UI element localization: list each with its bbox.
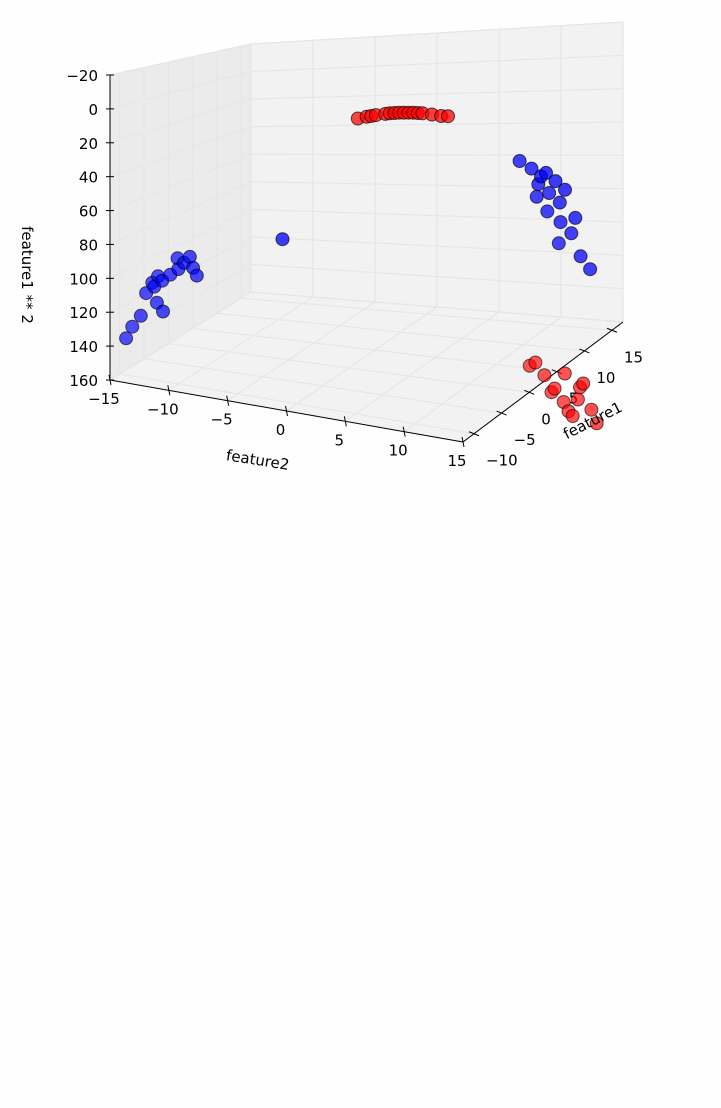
grid-line-z-back [250,54,624,73]
y-tick [461,436,465,448]
grid-line-z-back [250,21,624,45]
z-tick-label: 60 [79,203,98,221]
x-tick-label: 0 [541,410,551,428]
grid-line-y-floor [286,306,438,412]
data-point-blue [512,154,527,168]
grid-line-z-side [109,153,252,212]
x-tick [579,348,590,354]
data-point-red [547,381,562,396]
data-point-blue [119,331,134,346]
z-tick-label: 120 [69,304,98,322]
data-point-blue [529,189,544,204]
data-point-red [570,392,585,407]
data-point-red [576,376,591,391]
y-tick [226,395,230,406]
data-point-blue [275,232,290,247]
data-point-blue [189,268,204,283]
grid-line-z-back [250,291,624,323]
grid-line-z-back [250,153,624,156]
y-tick-label: 0 [276,421,286,439]
y-tick-label: −10 [147,400,179,418]
z-tick-label: 0 [88,101,98,119]
grid-line-z-side [109,98,252,144]
z-tick-label: 40 [79,169,98,187]
data-point-blue [558,182,572,197]
x-tick-label: 10 [596,369,615,387]
z-tick-label: 20 [79,135,98,153]
z-tick-label: 140 [69,338,98,356]
x-tick-label: −10 [486,452,518,470]
grid-line-y-floor [403,316,562,433]
data-point-blue [524,161,539,176]
grid-line-y-floor [227,301,376,402]
grid-line-z-back [250,88,624,100]
y-tick-label: −15 [88,390,120,408]
data-point-red [528,355,543,370]
scatter-points [119,105,604,431]
data-point-red [589,416,604,431]
x-tick [496,410,507,416]
data-point-red [565,409,580,423]
x-tick-label: 15 [624,348,643,366]
y-tick [167,385,171,396]
z-tick-label: 80 [79,236,98,254]
grid-line-z-side [109,43,252,76]
grid-line-z-back [250,263,624,290]
data-point-blue [553,215,568,230]
data-point-blue [542,186,557,200]
grid-line-z-side [109,181,252,245]
y-axis-label: feature2 [225,446,291,474]
grid-line-z-side [109,291,252,381]
grid-line-z-back [250,236,624,256]
data-point-blue [564,226,579,241]
z-axis-label: feature1 ** 2 [18,226,36,324]
data-point-blue [551,236,566,251]
y-tick-label: 5 [335,431,345,449]
data-point-blue [548,174,563,189]
data-point-red [557,366,572,381]
y-tick-label: 15 [447,452,466,470]
grid-lines [109,21,624,443]
x-tick-label: −5 [514,431,536,449]
z-tick-label: 160 [69,372,98,390]
axis-ticks: −10−5051015−15−10−5051015−20020406080100… [66,67,643,470]
data-point-blue [573,249,588,264]
grid-line-z-side [109,208,252,279]
x-tick [524,389,535,395]
grid-line-z-side [109,126,252,178]
y-tick-label: 10 [389,442,408,460]
data-point-red [584,402,599,417]
grid-line-y-floor [344,311,500,422]
data-point-blue [156,304,170,319]
x-tick [468,431,480,437]
data-point-blue [540,204,555,219]
data-point-blue [552,195,567,210]
z-tick-label: −20 [66,67,98,85]
grid-line-z-back [250,121,624,128]
data-point-blue [568,210,583,225]
data-point-blue [583,262,598,277]
y-tick-label: −5 [211,411,233,429]
y-tick [402,426,406,437]
data-point-blue [133,308,148,323]
grid-line-z-side [109,70,252,110]
data-point-red [441,109,455,124]
x-tick [606,327,618,333]
data-point-blue [539,165,553,180]
y-tick [343,416,347,427]
data-point-red [537,368,552,383]
y-tick [285,405,288,417]
grid-line-y-floor [168,296,314,391]
data-point-blue [125,319,140,334]
z-tick-label: 100 [69,270,98,288]
